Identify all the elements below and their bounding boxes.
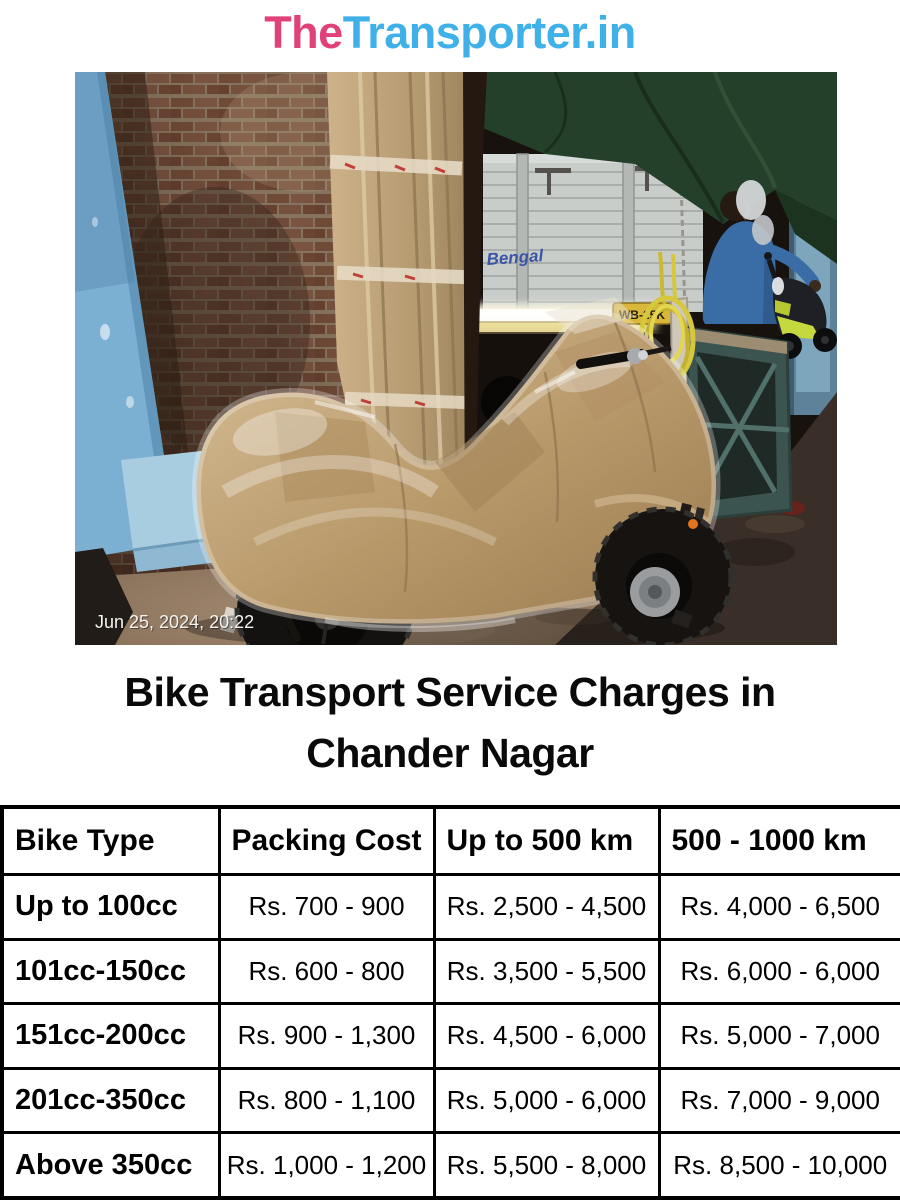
cell-500-1000: Rs. 7,000 - 9,000: [657, 1066, 900, 1135]
page-title-line2: Chander Nagar: [306, 730, 594, 776]
cell-packing-cost: Rs. 600 - 800: [217, 937, 436, 1006]
table-row: Up to 100cc Rs. 700 - 900 Rs. 2,500 - 4,…: [0, 873, 900, 941]
col-header-bike-type: Bike Type: [0, 805, 221, 876]
doorway-shadow-band: [463, 72, 487, 530]
truck-stake-post: [622, 153, 635, 313]
scooter: [764, 252, 837, 359]
site-logo: TheTransporter.in: [0, 4, 900, 62]
logo-part-the: The: [264, 7, 343, 58]
row-label: 151cc-200cc: [0, 1002, 221, 1070]
row-label: 101cc-150cc: [0, 937, 221, 1006]
photo-illustration: Bengal WB-25K: [75, 72, 837, 645]
col-header-packing-cost: Packing Cost: [217, 805, 436, 876]
col-header-upto-500: Up to 500 km: [432, 805, 661, 876]
hanging-chain: [679, 179, 687, 313]
page-title: Bike Transport Service Charges in Chande…: [0, 662, 900, 784]
table-row: 101cc-150cc Rs. 600 - 800 Rs. 3,500 - 5,…: [0, 937, 900, 1006]
cell-500-1000: Rs. 5,000 - 7,000: [657, 1002, 900, 1070]
row-label: Up to 100cc: [0, 873, 221, 941]
table-row: 201cc-350cc Rs. 800 - 1,100 Rs. 5,000 - …: [0, 1066, 900, 1135]
cell-500-1000: Rs. 6,000 - 6,000: [657, 937, 900, 1006]
packing-tape-strips: [329, 154, 472, 410]
table-row: 151cc-200cc Rs. 900 - 1,300 Rs. 4,500 - …: [0, 1002, 900, 1070]
truck-stake-post: [516, 153, 529, 313]
front-wheel: [592, 494, 734, 645]
packed-bike-photo: Bengal WB-25K: [75, 72, 837, 645]
white-plastic-bundle: [736, 180, 774, 245]
col-header-500-1000: 500 - 1000 km: [657, 805, 900, 876]
brake-disc: [630, 567, 680, 617]
cell-upto-500: Rs. 3,500 - 5,500: [432, 937, 661, 1006]
row-label: Above 350cc: [0, 1131, 221, 1200]
cell-upto-500: Rs. 5,000 - 6,000: [432, 1066, 661, 1135]
cell-500-1000: Rs. 4,000 - 6,500: [657, 873, 900, 941]
pricing-table: Bike Type Packing Cost Up to 500 km 500 …: [0, 805, 900, 1200]
cell-packing-cost: Rs. 800 - 1,100: [217, 1066, 436, 1135]
cell-packing-cost: Rs. 700 - 900: [217, 873, 436, 941]
cell-packing-cost: Rs. 1,000 - 1,200: [217, 1131, 436, 1200]
scooter-headlight: [772, 277, 784, 295]
truck-brand-text: Bengal: [486, 246, 545, 269]
cell-upto-500: Rs. 5,500 - 8,000: [432, 1131, 661, 1200]
cell-500-1000: Rs. 8,500 - 10,000: [657, 1131, 900, 1200]
cell-packing-cost: Rs. 900 - 1,300: [217, 1002, 436, 1070]
photo-timestamp: Jun 25, 2024, 20:22: [95, 612, 254, 632]
table-header-row: Bike Type Packing Cost Up to 500 km 500 …: [0, 805, 900, 876]
row-label: 201cc-350cc: [0, 1066, 221, 1135]
cell-upto-500: Rs. 4,500 - 6,000: [432, 1002, 661, 1070]
page-title-line1: Bike Transport Service Charges in: [124, 669, 776, 715]
timestamp-shadow: Jun 25, 2024, 20:22: [96, 613, 255, 633]
orange-reflector: [688, 519, 698, 529]
reflective-strip-lower: [475, 323, 653, 332]
cell-upto-500: Rs. 2,500 - 4,500: [432, 873, 661, 941]
foreground-dark-object: [75, 548, 133, 645]
table-row: Above 350cc Rs. 1,000 - 1,200 Rs. 5,500 …: [0, 1131, 900, 1200]
handlebar: [576, 345, 672, 369]
person-arm: [762, 243, 820, 289]
logo-part-transporter: Transporter.in: [342, 7, 637, 58]
